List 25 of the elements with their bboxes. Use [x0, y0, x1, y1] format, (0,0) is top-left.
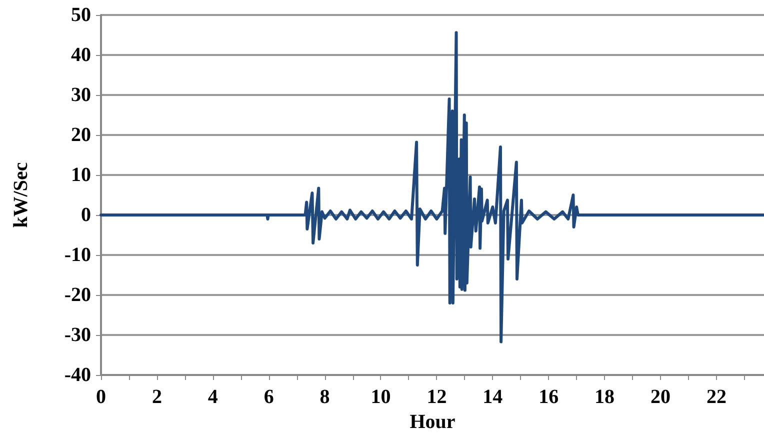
x-tick-label: 12: [426, 386, 447, 408]
x-axis-title: Hour: [410, 410, 456, 433]
y-tick-label: 10: [71, 164, 91, 186]
y-tick-label: 0: [81, 204, 91, 226]
x-tick-label: 22: [706, 386, 726, 408]
y-axis-title: kW/Sec: [10, 162, 32, 228]
x-tick-label: 8: [320, 386, 330, 408]
x-tick-label: 20: [650, 386, 670, 408]
y-tick-label: 20: [71, 124, 91, 146]
x-tick-label: 14: [482, 386, 503, 408]
y-tick-label: 40: [71, 44, 91, 66]
y-tick-label: -20: [64, 284, 91, 306]
x-tick-label: 4: [208, 386, 218, 408]
y-tick-label: -40: [64, 364, 91, 386]
y-tick-label: -30: [64, 324, 91, 346]
x-tick-label: 6: [264, 386, 274, 408]
y-tick-label: 30: [71, 84, 91, 106]
y-tick-label: -10: [64, 244, 91, 266]
x-tick-label: 18: [594, 386, 615, 408]
x-tick-label: 0: [96, 386, 106, 408]
x-tick-label: 2: [152, 386, 162, 408]
y-tick-label: 50: [71, 4, 91, 26]
x-tick-label: 16: [538, 386, 559, 408]
line-series: [100, 31, 764, 344]
x-tick-label: 10: [370, 386, 391, 408]
